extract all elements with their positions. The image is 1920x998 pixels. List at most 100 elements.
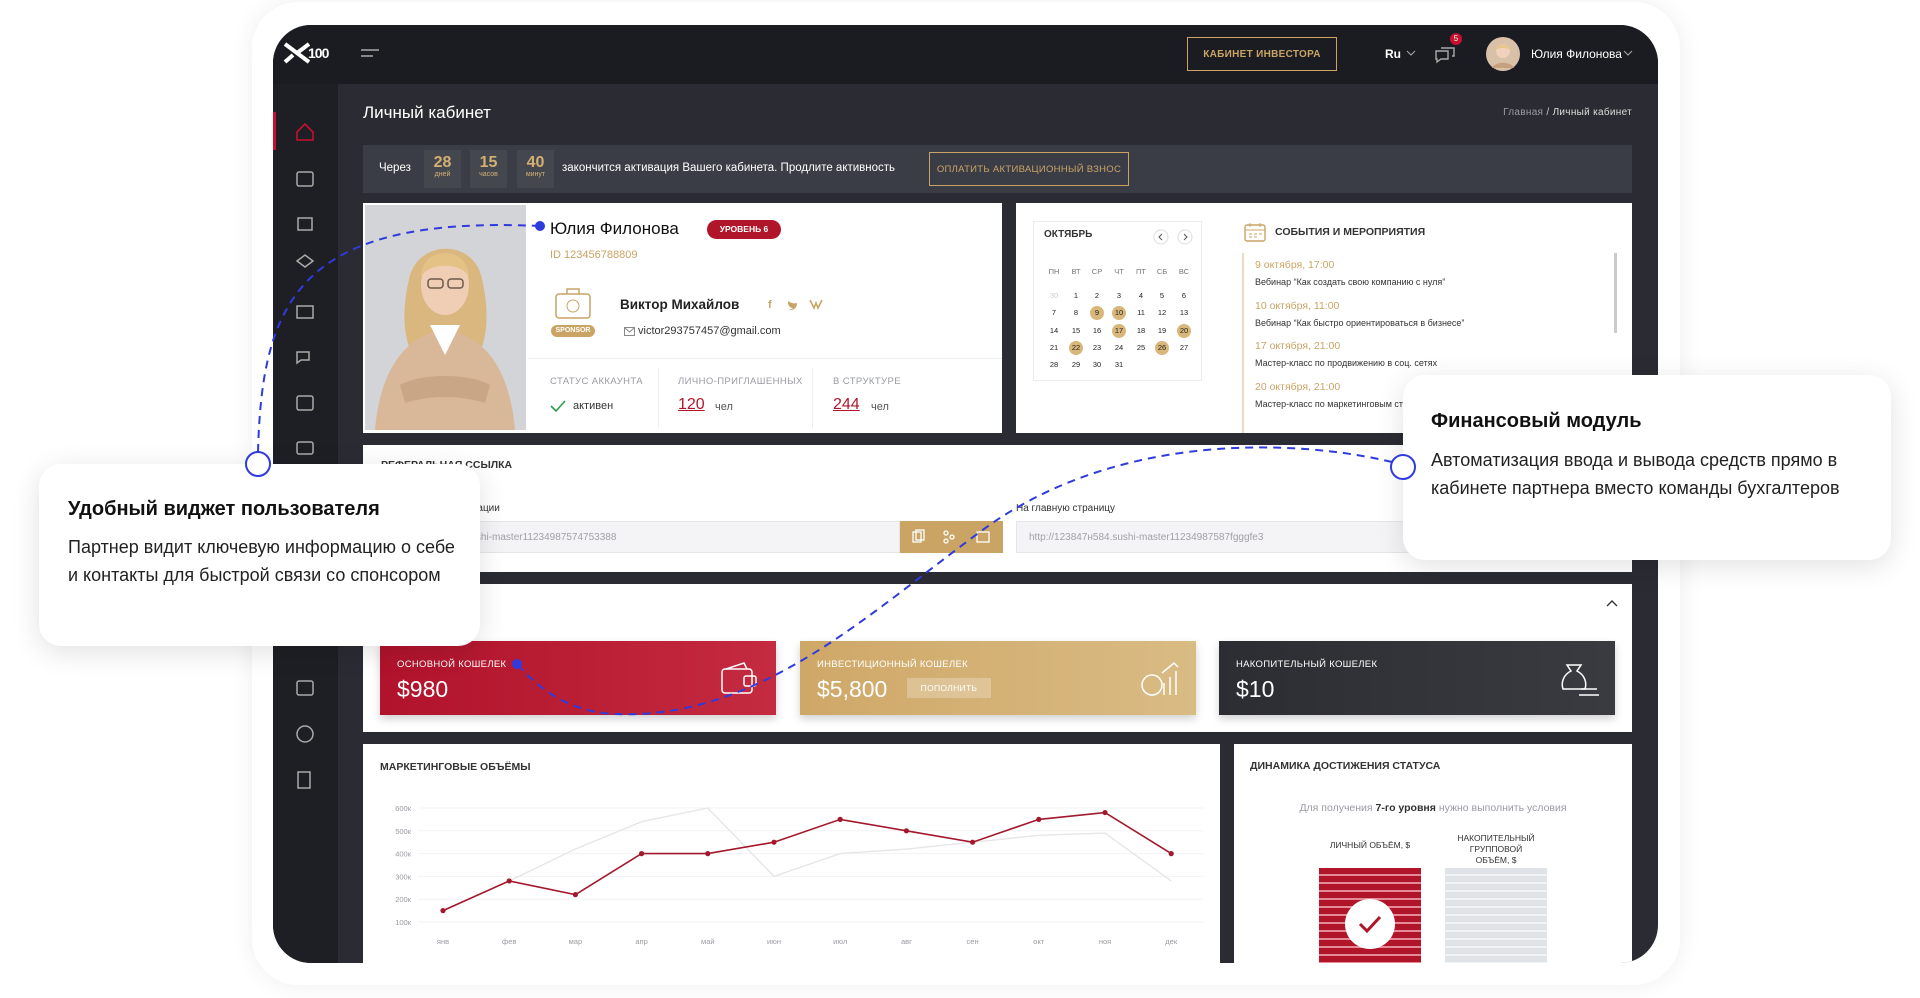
active-indicator bbox=[273, 112, 276, 150]
calendar-day: 24 bbox=[1114, 342, 1124, 352]
breadcrumb-link[interactable]: Главная bbox=[1503, 107, 1544, 118]
connector bbox=[257, 224, 541, 453]
calendar-day: 5 bbox=[1159, 291, 1165, 300]
page-title: Личный кабинет bbox=[363, 103, 491, 122]
logo: 100 bbox=[308, 45, 329, 61]
timer-box: 15 часов bbox=[470, 150, 507, 188]
marketing-card: МАРКЕТИНГОВЫЕ ОБЪЁМЫ 100к 200к 300к 400к 500… bbox=[363, 744, 1220, 963]
timer-box: 40 минут bbox=[517, 150, 554, 188]
point bbox=[1168, 851, 1174, 857]
sponsor-name: Виктор Михайлов bbox=[620, 297, 740, 312]
profile-name: Юлия Филонова bbox=[550, 219, 679, 238]
line-series bbox=[442, 811, 1172, 912]
event-date: 17 октября, 21:00 bbox=[1255, 340, 1341, 352]
x-tick-label: фев bbox=[502, 937, 516, 946]
user-name[interactable]: Юлия Филонова bbox=[1531, 47, 1622, 61]
sponsor-icon bbox=[555, 288, 591, 319]
calendar-day: 2 bbox=[1094, 291, 1100, 300]
line-chart: МАРКЕТИНГОВЫЕ ОБЪЁМЫ 100к 200к 300к 400к 500… bbox=[380, 760, 1203, 946]
callout-title: Удобный виджет пользователя bbox=[68, 498, 380, 520]
wallets-card: ОСНОВНОЙ КОШЕЛЕК $980 ИНВЕСТИЦИОННЫЙ КОШЕ… bbox=[363, 584, 1632, 732]
status-condition: Для получения 7-го уровня нужно выполнит… bbox=[1234, 802, 1632, 814]
calendar-month: ОКТЯБРЬ bbox=[1044, 229, 1093, 240]
timer-unit: минут bbox=[525, 171, 546, 178]
calendar-day: 31 bbox=[1114, 360, 1124, 370]
collapse-icon[interactable] bbox=[1606, 599, 1618, 607]
chat-icon[interactable] bbox=[1433, 42, 1457, 66]
weekday: ПН bbox=[1048, 267, 1060, 276]
profile-card: Юлия Филонова УРОВЕНЬ 6 ID 123456788809 … bbox=[363, 203, 1002, 433]
x-tick-label: янв bbox=[437, 937, 449, 946]
connector-circle bbox=[245, 451, 271, 477]
events-title: СОБЫТИЯ И МЕРОПРИЯТИЯ bbox=[1275, 226, 1426, 238]
stat-unit: чел bbox=[715, 401, 733, 413]
event-description: Мастер-класс по продвижению в соц. сетях bbox=[1255, 358, 1438, 368]
wallet-amount: $10 bbox=[1236, 676, 1275, 702]
calendar-day-event: 22 bbox=[1069, 340, 1083, 355]
events-icon bbox=[1244, 223, 1266, 242]
point bbox=[506, 878, 512, 884]
event-date: 10 октября, 11:00 bbox=[1255, 299, 1340, 312]
divider bbox=[812, 368, 813, 428]
avatar[interactable] bbox=[1486, 37, 1520, 71]
calendar-day: 4 bbox=[1138, 291, 1144, 300]
chart-title: МАРКЕТИНГОВЫЕ ОБЪЁМЫ bbox=[380, 760, 531, 773]
y-tick-label: 400к bbox=[395, 850, 412, 859]
x-tick-label: авг bbox=[901, 937, 912, 946]
sidebar-icons[interactable] bbox=[273, 84, 338, 963]
condition-level: 7-го уровня bbox=[1375, 802, 1436, 814]
calendar-day: 30 bbox=[1049, 291, 1059, 300]
point bbox=[970, 839, 976, 845]
point bbox=[837, 816, 843, 822]
x-tick-label: дек bbox=[1165, 937, 1178, 946]
status-title: ДИНАМИКА ДОСТИЖЕНИЯ СТАТУСА bbox=[1250, 760, 1441, 772]
x-tick-label: май bbox=[701, 937, 715, 946]
calendar-day: 8 bbox=[1073, 308, 1079, 318]
activation-bar: Через 28 дней 15 часов 40 минут закончится … bbox=[363, 145, 1632, 193]
status-card: ДИНАМИКА ДОСТИЖЕНИЯ СТАТУСА Для получени… bbox=[1234, 744, 1632, 963]
calendar-day: 25 bbox=[1136, 342, 1146, 352]
topup-button[interactable]: ПОПОЛНИТЬ bbox=[907, 678, 991, 698]
event-description: Вебинар “Как создать свою компанию с нул… bbox=[1255, 277, 1446, 287]
investor-button[interactable]: КАБИНЕТ ИНВЕСТОРА bbox=[1187, 37, 1337, 71]
language[interactable]: Ru bbox=[1385, 47, 1401, 61]
timer-value: 40 bbox=[526, 154, 545, 171]
email-icon bbox=[624, 327, 635, 336]
y-tick-label: 200к bbox=[395, 895, 412, 904]
callout: Финансовый модуль Автоматизация ввода и … bbox=[1403, 375, 1891, 560]
social-icons[interactable]: f bbox=[766, 297, 826, 311]
stat-label: ЛИЧНО-ПРИГЛАШЕННЫХ bbox=[678, 376, 803, 387]
point bbox=[440, 908, 446, 914]
stat-label: В СТРУКТУРЕ bbox=[833, 376, 901, 387]
scrollbar[interactable] bbox=[1614, 253, 1617, 333]
column-label: НАКОПИТЕЛЬНЫЙ ГРУППОВОЙ ОБЪЁМ, $ bbox=[1457, 833, 1535, 865]
calendar-nav[interactable] bbox=[1153, 229, 1197, 245]
chevron bbox=[1623, 50, 1633, 56]
calendar: ОКТЯБРЬ ПН ВТ СР ЧТ ПТ СБ ВС 30 1 2 3 4 5 6 7 8 9 10 11 12 1… bbox=[1033, 221, 1202, 381]
weekday: СБ bbox=[1156, 267, 1168, 276]
divider bbox=[528, 358, 1002, 359]
calendar-day-event: 17 bbox=[1112, 323, 1126, 338]
wallet-amount: $5,800 bbox=[817, 676, 888, 702]
wallet-invest: ИНВЕСТИЦИОННЫЙ КОШЕЛЕК $5,800 ПОПОЛНИТЬ bbox=[800, 641, 1196, 715]
sponsor-badge: SPONSOR bbox=[551, 325, 595, 337]
wallet-label: ИНВЕСТИЦИОННЫЙ КОШЕЛЕК bbox=[817, 659, 968, 670]
calendar-day: 6 bbox=[1181, 291, 1187, 300]
wallet-icon bbox=[1141, 661, 1179, 696]
link-actions[interactable] bbox=[900, 521, 1003, 553]
group-volume-bar bbox=[1445, 868, 1547, 963]
calendar-day: 29 bbox=[1071, 360, 1081, 370]
topbar: 100 КАБИНЕТ ИНВЕСТОРА Ru 5 Юлия Филонова bbox=[273, 25, 1658, 84]
x-tick-label: мар bbox=[569, 937, 583, 946]
condition-text: нужно выполнить условия bbox=[1438, 802, 1567, 814]
menu-icon[interactable] bbox=[361, 48, 381, 60]
logo-mark bbox=[283, 42, 311, 64]
weekday: ПТ bbox=[1136, 267, 1146, 276]
pay-button[interactable]: ОПЛАТИТЬ АКТИВАЦИОННЫЙ ВЗНОС bbox=[929, 152, 1129, 186]
breadcrumb-current: Личный кабинет bbox=[1552, 107, 1632, 118]
x-tick-label: ноя bbox=[1099, 937, 1111, 946]
sponsor-email[interactable]: victor293757457@gmail.com bbox=[638, 325, 781, 337]
calendar-day: 27 bbox=[1179, 342, 1189, 352]
calendar-day: 12 bbox=[1157, 308, 1167, 318]
weekday: ВТ bbox=[1071, 267, 1081, 276]
